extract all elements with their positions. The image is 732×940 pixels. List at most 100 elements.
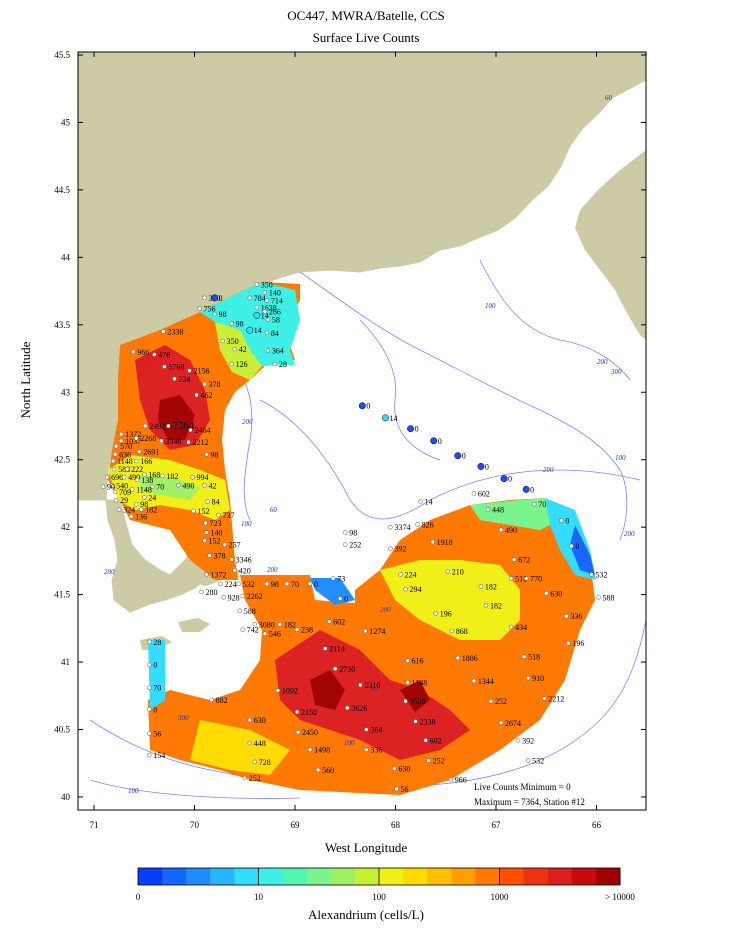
- contour-label: 200: [597, 358, 608, 366]
- station-marker: [187, 368, 192, 373]
- station-value: 364: [272, 346, 284, 355]
- station-marker: [500, 475, 508, 483]
- station-value: 1918: [437, 538, 453, 547]
- station-marker: [129, 487, 135, 492]
- station-marker: [559, 518, 564, 523]
- station-value: 882: [216, 696, 228, 705]
- y-tick-label: 41.5: [54, 590, 70, 600]
- station-marker: [160, 473, 165, 479]
- station-marker: [194, 392, 199, 398]
- station-value: 0: [314, 580, 318, 589]
- station-marker: [130, 349, 136, 354]
- station-marker: [113, 444, 119, 449]
- station-marker: [204, 572, 209, 577]
- station-marker: [204, 452, 209, 457]
- station-marker: [295, 729, 301, 735]
- station-value: 490: [128, 473, 140, 482]
- station-value: 182: [490, 601, 502, 610]
- station-value: 324: [123, 506, 135, 515]
- station-value: 636: [119, 450, 131, 459]
- station-marker: [483, 603, 489, 608]
- colorbar-swatch: [258, 868, 284, 885]
- contour-label: 300: [610, 368, 622, 376]
- station-marker: [338, 596, 343, 601]
- x-tick-label: 69: [291, 820, 301, 830]
- station-marker: [128, 514, 134, 519]
- station-marker: [202, 538, 207, 543]
- station-value: 0: [565, 516, 569, 525]
- station-value: 3080: [259, 620, 275, 629]
- station-marker: [252, 759, 258, 765]
- station-marker: [142, 472, 147, 477]
- station-marker: [544, 591, 549, 596]
- station-marker: [488, 698, 494, 704]
- station-value: 140: [211, 529, 223, 538]
- contour-line: [299, 271, 628, 541]
- station-value: 0: [366, 402, 370, 411]
- station-value: 0: [415, 425, 419, 434]
- station-marker: [166, 423, 171, 429]
- station-marker: [358, 682, 363, 688]
- station-value: 1274: [369, 627, 385, 636]
- station-marker: [358, 402, 366, 410]
- station-value: 532: [532, 757, 544, 766]
- station-marker: [382, 414, 389, 422]
- station-marker: [403, 587, 408, 592]
- station-marker: [398, 572, 403, 577]
- station-value: 196: [572, 639, 584, 648]
- station-marker: [232, 568, 237, 573]
- station-value: 98: [349, 529, 357, 538]
- station-marker: [294, 627, 300, 632]
- station-value: 2262: [247, 592, 263, 601]
- x-axis-label: West Longitude: [324, 840, 408, 855]
- station-value: 1148: [412, 678, 428, 687]
- station-value: 29: [120, 496, 128, 505]
- station-marker: [515, 738, 521, 743]
- station-marker: [542, 696, 547, 701]
- station-marker: [405, 680, 410, 685]
- station-marker: [508, 576, 514, 581]
- station-value: 420: [239, 566, 251, 575]
- station-value: 378: [214, 551, 226, 560]
- colorbar-tick-text: 0: [136, 892, 141, 902]
- station-value: 462: [201, 391, 213, 400]
- station-marker: [345, 705, 350, 711]
- station-value: 546: [269, 630, 281, 639]
- station-marker: [147, 662, 152, 667]
- station-marker: [262, 290, 268, 295]
- station-value: 90: [107, 483, 115, 492]
- station-marker: [116, 507, 122, 512]
- field-east-blue: [570, 525, 595, 575]
- station-markers: 3501407847141638266581435007569898148435…: [100, 280, 615, 794]
- station-value: 1638: [261, 303, 277, 312]
- station-marker: [240, 627, 245, 632]
- station-marker: [197, 306, 202, 311]
- station-marker: [162, 364, 167, 369]
- contour-label: 100: [128, 787, 139, 795]
- station-value: 252: [349, 541, 361, 550]
- station-marker: [134, 458, 139, 464]
- station-marker: [172, 376, 177, 381]
- station-marker: [277, 622, 283, 627]
- station-value: 14: [389, 414, 397, 423]
- station-marker: [124, 466, 130, 472]
- station-value: 392: [522, 736, 534, 745]
- contour-label: 200: [242, 418, 253, 426]
- station-value: 266: [269, 307, 281, 316]
- station-marker: [110, 458, 116, 464]
- station-marker: [199, 589, 204, 595]
- station-marker: [485, 507, 491, 512]
- station-value: 3374: [394, 523, 410, 532]
- station-value: 84: [212, 498, 220, 507]
- station-marker: [264, 581, 270, 587]
- station-marker: [394, 786, 399, 792]
- station-marker: [525, 758, 531, 763]
- station-marker: [265, 348, 271, 353]
- station-value: 2114: [329, 645, 345, 654]
- station-marker: [139, 507, 144, 512]
- station-marker: [113, 497, 119, 503]
- station-marker: [191, 508, 196, 514]
- station-value: 616: [412, 657, 424, 666]
- station-marker: [596, 595, 601, 600]
- station-value: 588: [118, 465, 130, 474]
